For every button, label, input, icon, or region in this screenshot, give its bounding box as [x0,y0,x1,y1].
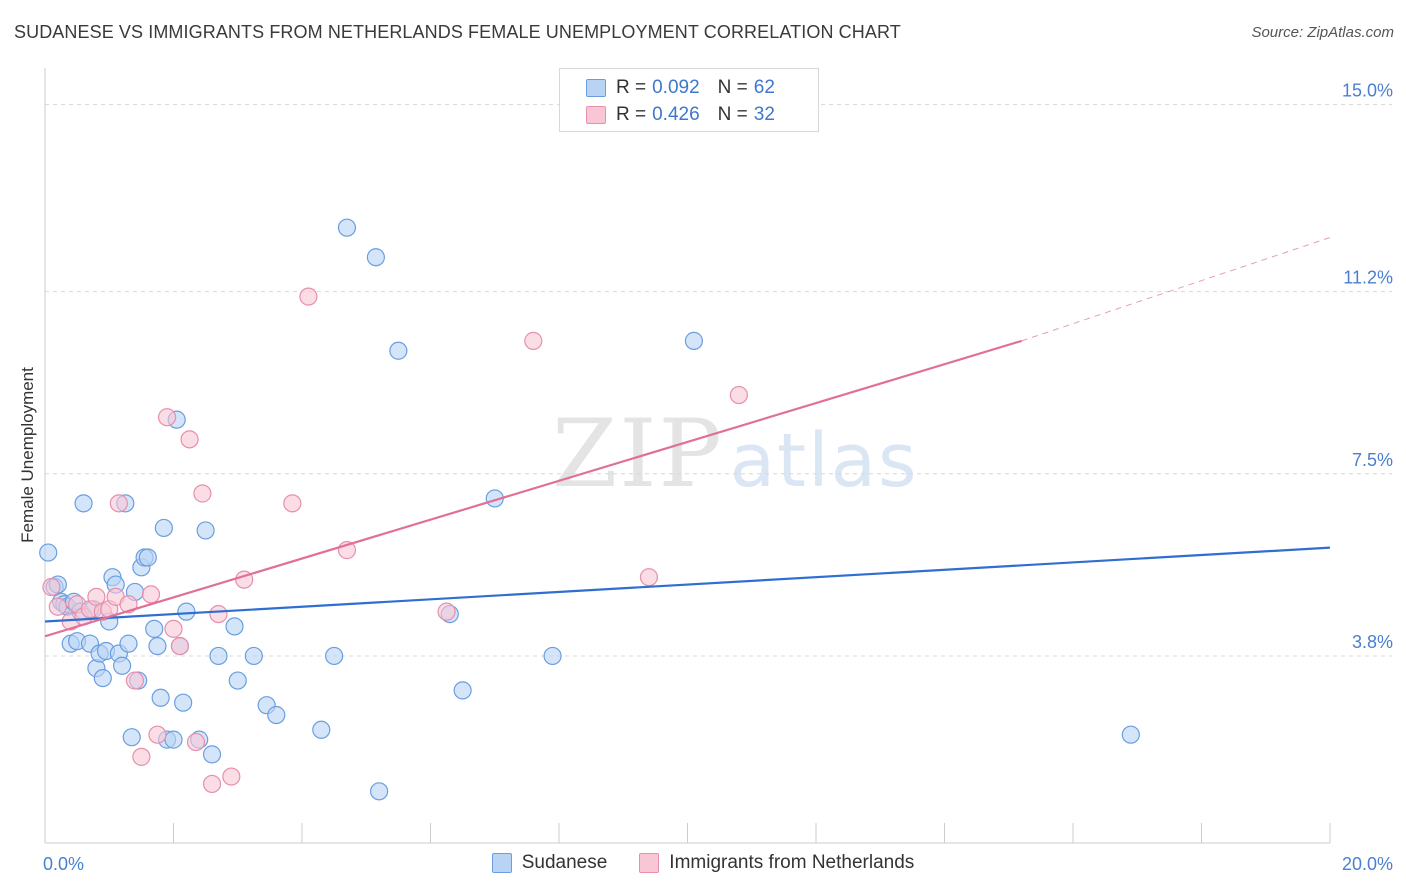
legend-n-label: N = [717,77,748,98]
netherlands-point [180,430,199,449]
sudanese-point [74,494,93,513]
netherlands-point [186,732,206,752]
sudanese-point [389,341,408,360]
legend-label-netherlands: Immigrants from Netherlands [669,852,915,873]
y-tick-label: 11.2% [1343,268,1393,288]
netherlands-point [119,595,138,614]
legend-item-sudanese[interactable]: Sudanese [491,852,608,874]
legend-r-label: R = [616,104,647,125]
sudanese-point [174,693,193,712]
netherlands-point [170,636,190,656]
netherlands-point [42,577,61,597]
legend-r-value: 0.092 [652,77,700,98]
netherlands-point [729,385,749,405]
sudanese-point [209,646,228,666]
netherlands-point [283,494,302,513]
x-tick-label-max: 20.0% [1342,854,1393,874]
sudanese-point [244,646,263,666]
sudanese-point [196,521,215,540]
netherlands-point [148,725,167,744]
legend-swatch-blue [586,79,606,97]
watermark: ZIPatlas [552,400,919,509]
sudanese-point [325,646,344,666]
legend-r-value: 0.426 [652,104,700,125]
sudanese-point [684,331,704,350]
sudanese-point [93,668,112,688]
watermark-atlas: atlas [729,418,919,504]
netherlands-point [164,619,183,638]
sudanese-point [177,602,196,621]
legend-n-label: N = [717,104,748,125]
sudanese-point [543,646,562,666]
netherlands-point [109,494,128,513]
netherlands-point [132,747,151,766]
sudanese-point [164,730,183,749]
sudanese-point [138,548,157,567]
sudanese-point [225,617,244,636]
watermark-zip: ZIP [552,400,724,509]
netherlands-point [209,604,228,624]
series-legend: Sudanese Immigrants from Netherlands [0,852,1406,874]
sudanese-trend-line [44,546,1331,623]
legend-n-value: 62 [753,77,775,98]
legend-swatch-pink [586,106,606,124]
netherlands-point [202,774,222,794]
netherlands-trend-extension [1021,237,1331,342]
legend-row-netherlands: R = 0.426 N = 32 [586,103,775,127]
sudanese-point [267,705,286,725]
y-tick-label: 15.0% [1342,81,1393,101]
netherlands-point [524,331,543,350]
sudanese-point [312,720,331,739]
sudanese-point [154,518,173,538]
sudanese-point [370,782,389,801]
netherlands-point [141,585,161,604]
sudanese-point [202,745,222,764]
legend-label-sudanese: Sudanese [521,852,608,873]
netherlands-point [222,767,241,786]
netherlands-point [437,602,456,621]
chart-title: SUDANESE VS IMMIGRANTS FROM NETHERLANDS … [14,22,901,42]
y-tick-label: 3.8% [1352,632,1393,652]
legend-r-label: R = [616,77,647,98]
source-label: Source: ZipAtlas.com [1251,24,1394,41]
x-tick-label-min: 0.0% [43,854,84,874]
sudanese-point [228,671,247,690]
netherlands-point [193,484,212,503]
sudanese-point [151,688,170,707]
netherlands-point [157,408,177,427]
netherlands-point [48,597,67,616]
tick-labels: 3.8% 7.5% 11.2% 15.0% 0.0% 20.0% [43,81,1393,874]
sudanese-point [453,681,472,700]
sudanese-point [337,218,357,237]
sudanese-point [366,248,385,267]
y-tick-label: 7.5% [1352,450,1393,470]
netherlands-point [299,287,318,306]
legend-swatch-pink [639,853,660,873]
sudanese-point [112,656,132,675]
sudanese-point [122,728,141,747]
axes [44,68,1331,844]
sudanese-point [145,619,164,638]
legend-n-value: 32 [753,104,775,125]
sudanese-point [148,636,167,656]
netherlands-point [125,671,145,690]
netherlands-trend-line [44,339,1022,638]
netherlands-point [639,568,659,587]
legend-swatch-blue [491,853,512,873]
legend-row-sudanese: R = 0.092 N = 62 [586,76,775,100]
data-points [39,218,1140,801]
legend-item-netherlands[interactable]: Immigrants from Netherlands [639,852,914,874]
sudanese-point [119,634,138,653]
sudanese-point [39,543,58,562]
trend-lines [44,237,1331,638]
sudanese-point [1121,725,1140,744]
correlation-legend: R = 0.092 N = 62 R = 0.426 N = 32 [559,68,819,132]
